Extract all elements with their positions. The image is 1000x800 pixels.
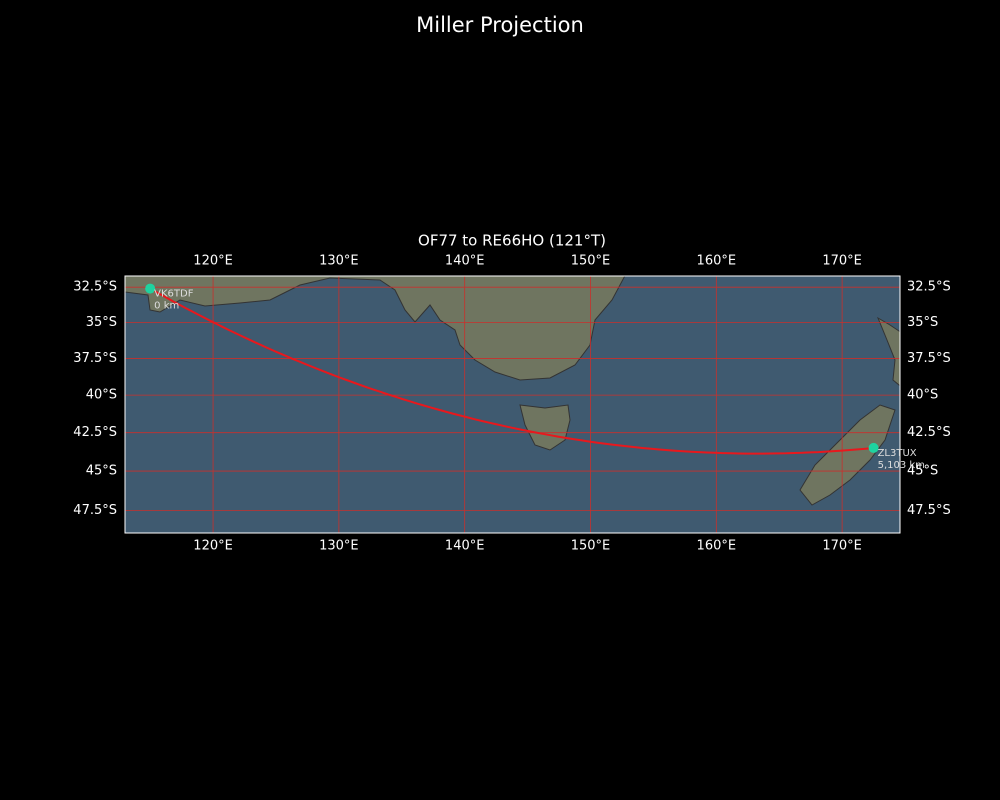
station-distance: 0 km xyxy=(154,301,179,312)
station-name: VK6TDF xyxy=(154,289,194,300)
y-tick-label-left: 32.5°S xyxy=(73,280,117,295)
y-tick-label-left: 40°S xyxy=(86,388,117,403)
x-tick-label-top: 150°E xyxy=(571,254,611,269)
y-tick-label-right: 40°S xyxy=(907,388,938,403)
y-tick-label-right: 37.5°S xyxy=(907,351,951,366)
station-marker xyxy=(145,283,156,294)
x-tick-label-top: 170°E xyxy=(822,254,862,269)
y-tick-label-right: 35°S xyxy=(907,315,938,330)
x-tick-label-bottom: 140°E xyxy=(445,539,485,554)
station-marker xyxy=(868,442,879,453)
y-tick-label-right: 47.5°S xyxy=(907,503,951,518)
y-tick-label-left: 37.5°S xyxy=(73,351,117,366)
map-area xyxy=(125,276,900,533)
x-tick-label-top: 120°E xyxy=(193,254,233,269)
x-tick-label-bottom: 150°E xyxy=(571,539,611,554)
x-tick-label-top: 160°E xyxy=(697,254,737,269)
y-tick-label-left: 42.5°S xyxy=(73,425,117,440)
y-tick-label-right: 45°S xyxy=(907,464,938,479)
station-name: ZL3TUX xyxy=(878,448,917,459)
x-tick-label-top: 130°E xyxy=(319,254,359,269)
chart-title: Miller Projection xyxy=(416,13,584,37)
x-tick-label-bottom: 120°E xyxy=(193,539,233,554)
y-tick-label-left: 45°S xyxy=(86,464,117,479)
route xyxy=(149,287,874,455)
y-tick-label-left: 35°S xyxy=(86,315,117,330)
x-tick-label-bottom: 160°E xyxy=(697,539,737,554)
chart-subtitle: OF77 to RE66HO (121°T) xyxy=(418,232,606,250)
y-tick-label-right: 42.5°S xyxy=(907,425,951,440)
land-nz-north xyxy=(876,316,900,387)
y-tick-label-left: 47.5°S xyxy=(73,503,117,518)
y-tick-label-right: 32.5°S xyxy=(907,280,951,295)
plot-frame xyxy=(124,275,901,534)
station-distance: 5,103 km xyxy=(878,460,925,471)
land-nz-south xyxy=(799,404,896,506)
x-tick-label-bottom: 170°E xyxy=(822,539,862,554)
x-tick-label-top: 140°E xyxy=(445,254,485,269)
x-tick-label-bottom: 130°E xyxy=(319,539,359,554)
